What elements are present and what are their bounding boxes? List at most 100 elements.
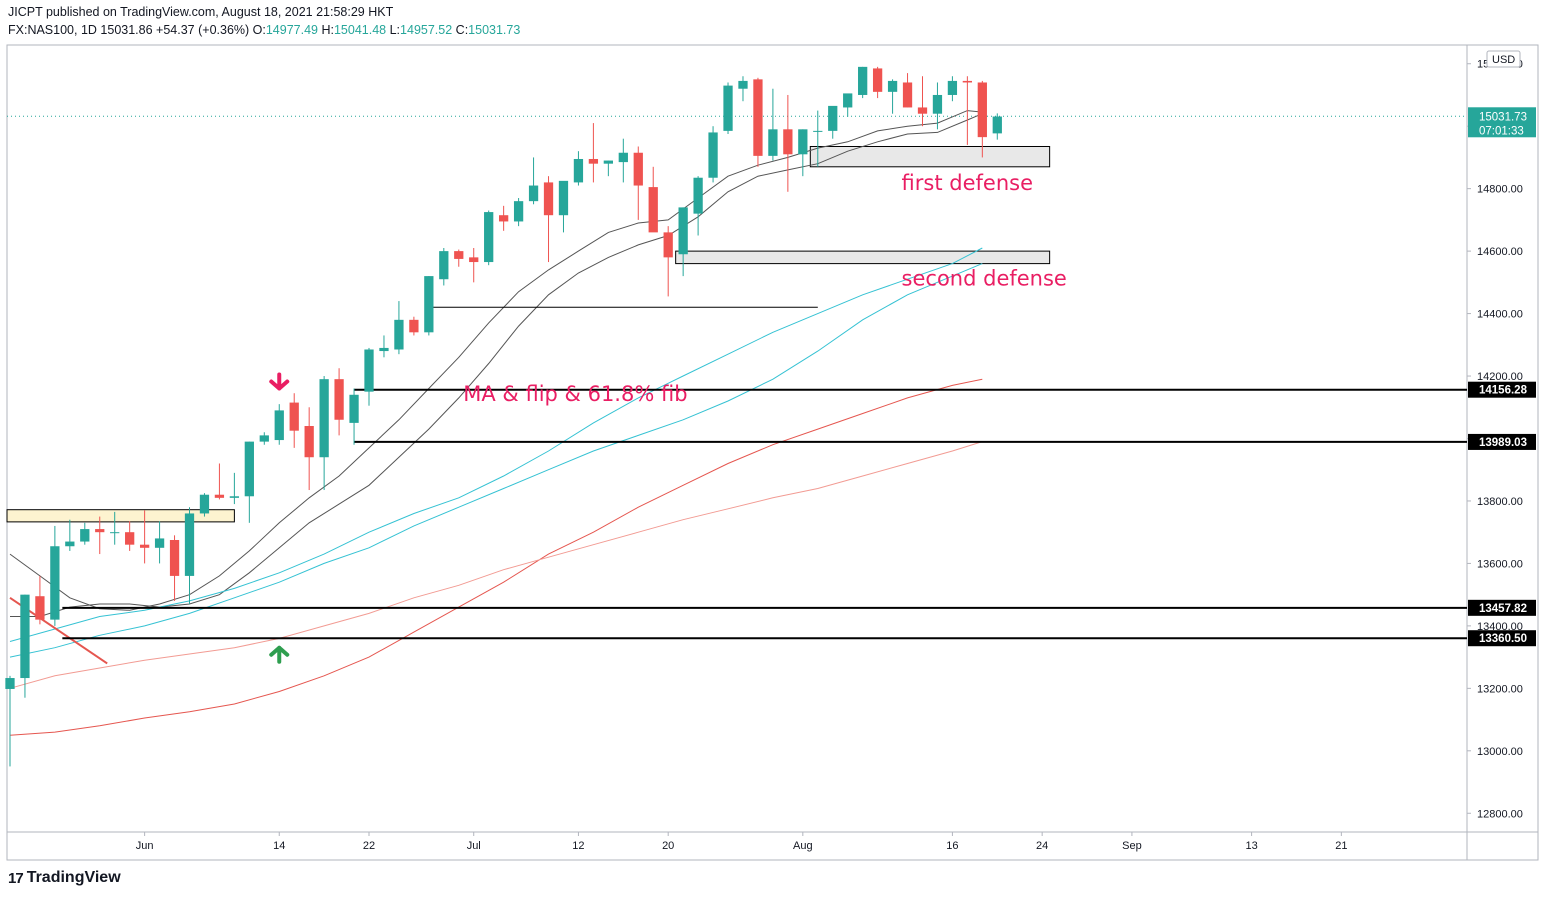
candle-body bbox=[394, 319, 404, 350]
series-line bbox=[9, 441, 983, 689]
candle-body bbox=[932, 94, 943, 114]
candle-body bbox=[768, 129, 778, 156]
level-price-tag bbox=[1468, 630, 1536, 647]
candle-body bbox=[917, 107, 928, 114]
x-tick-label: 16 bbox=[946, 840, 958, 852]
candle-body bbox=[902, 82, 913, 108]
down-arrow-icon bbox=[269, 372, 290, 391]
candle-body bbox=[588, 158, 599, 164]
candle-body bbox=[5, 678, 15, 689]
candle-body bbox=[618, 152, 628, 163]
currency-badge bbox=[1486, 50, 1521, 68]
candle-body bbox=[992, 116, 1002, 134]
candle-body bbox=[828, 105, 838, 131]
candle-body bbox=[723, 85, 733, 131]
candle-body bbox=[887, 80, 898, 92]
level-price-tag bbox=[1468, 599, 1536, 616]
change-value: +54.37 (+0.36%) bbox=[156, 23, 250, 37]
x-tick-label: 12 bbox=[572, 840, 584, 852]
series-line bbox=[9, 110, 983, 611]
series-line bbox=[9, 263, 983, 658]
candle-body bbox=[558, 180, 569, 216]
candle-body bbox=[304, 426, 314, 458]
candle-body bbox=[409, 319, 419, 333]
annotation-text: second defense bbox=[902, 266, 1067, 290]
high-label: H: bbox=[321, 23, 334, 37]
candle-body bbox=[573, 158, 584, 183]
zone-box bbox=[675, 250, 1051, 265]
tradingview-logo[interactable]: 17 TradingView bbox=[8, 869, 121, 887]
candle-body bbox=[648, 187, 658, 233]
candle-body bbox=[753, 79, 763, 156]
candle-body bbox=[633, 152, 643, 186]
y-tick-label: 14400.00 bbox=[1477, 309, 1523, 321]
x-tick-label: Jul bbox=[467, 840, 481, 852]
zone-box bbox=[6, 509, 235, 523]
candle-body bbox=[663, 232, 673, 258]
candle-body bbox=[244, 441, 254, 497]
y-tick-label: 14200.00 bbox=[1477, 371, 1523, 383]
x-tick-label: 14 bbox=[273, 840, 285, 852]
level-price-tag-label: 13360.50 bbox=[1479, 633, 1527, 645]
last-price-tag bbox=[1468, 107, 1536, 138]
x-tick-label: Aug bbox=[793, 840, 813, 852]
candle-body bbox=[872, 68, 883, 92]
candle-body bbox=[274, 410, 284, 441]
candle-body bbox=[469, 257, 479, 263]
candle-body bbox=[424, 276, 434, 333]
annotation-text: first defense bbox=[902, 171, 1033, 195]
candle-body bbox=[65, 541, 75, 547]
candle-body bbox=[214, 494, 225, 498]
y-tick-label: 13800.00 bbox=[1477, 496, 1523, 508]
x-tick-label: 24 bbox=[1036, 840, 1048, 852]
level-price-tag-label: 14156.28 bbox=[1479, 385, 1528, 397]
x-tick-label: 22 bbox=[363, 840, 375, 852]
x-tick-label: Jun bbox=[136, 840, 154, 852]
level-price-tag bbox=[1468, 381, 1536, 398]
candle-body bbox=[95, 529, 105, 533]
candle-body bbox=[229, 496, 240, 498]
y-tick-label: 14800.00 bbox=[1477, 184, 1523, 196]
candle-body bbox=[708, 132, 718, 178]
candle-body bbox=[379, 347, 389, 352]
symbol-label[interactable]: FX:NAS100, 1D bbox=[8, 23, 97, 37]
low-value: 14957.52 bbox=[400, 23, 453, 37]
candle-body bbox=[499, 215, 509, 222]
ohlc-legend: FX:NAS100, 1D 15031.86 +54.37 (+0.36%) O… bbox=[8, 23, 520, 37]
candle-body bbox=[813, 130, 823, 132]
candle-body bbox=[798, 129, 808, 155]
level-price-tag-label: 13989.03 bbox=[1479, 437, 1527, 449]
candle-body bbox=[738, 80, 748, 89]
level-price-tag bbox=[1468, 433, 1536, 450]
candle-body bbox=[334, 379, 344, 420]
candle-body bbox=[20, 594, 30, 679]
series-line bbox=[10, 113, 983, 617]
close-value: 15031.73 bbox=[468, 23, 521, 37]
candle-body bbox=[977, 82, 987, 138]
y-tick-label: 13600.00 bbox=[1477, 558, 1523, 570]
y-tick-label: 12800.00 bbox=[1477, 808, 1523, 820]
zone-box bbox=[809, 145, 1051, 168]
candle-body bbox=[947, 80, 958, 95]
candle-body bbox=[962, 80, 973, 83]
candle-body bbox=[259, 435, 269, 442]
up-arrow-icon bbox=[269, 645, 290, 664]
last-price-tag-label: 15031.73 bbox=[1479, 111, 1527, 123]
candle-body bbox=[80, 529, 90, 542]
low-label: L: bbox=[389, 23, 401, 37]
candle-body bbox=[783, 129, 793, 155]
candle-body bbox=[289, 402, 299, 431]
countdown-label: 07:01:33 bbox=[1479, 125, 1524, 137]
arrow-shape bbox=[269, 645, 290, 664]
candle-body bbox=[110, 532, 120, 534]
open-value: 14977.49 bbox=[265, 23, 318, 37]
candle-body bbox=[454, 251, 464, 259]
candle-body bbox=[693, 177, 703, 214]
y-tick-label: 13000.00 bbox=[1477, 746, 1523, 758]
y-tick-label: 13400.00 bbox=[1477, 621, 1523, 633]
annotation-text: MA & flip & 61.8% fib bbox=[463, 382, 687, 406]
candle-body bbox=[349, 394, 359, 423]
series-line bbox=[9, 378, 983, 736]
last-price: 15031.86 bbox=[100, 23, 153, 37]
